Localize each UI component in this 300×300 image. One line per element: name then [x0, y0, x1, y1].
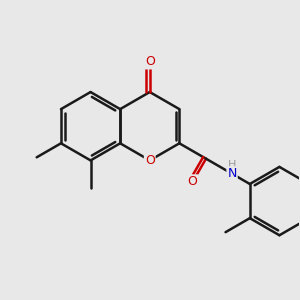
Text: O: O [145, 56, 155, 68]
Text: O: O [145, 154, 155, 167]
Text: N: N [227, 167, 237, 180]
Text: H: H [228, 160, 236, 170]
Text: O: O [188, 175, 198, 188]
